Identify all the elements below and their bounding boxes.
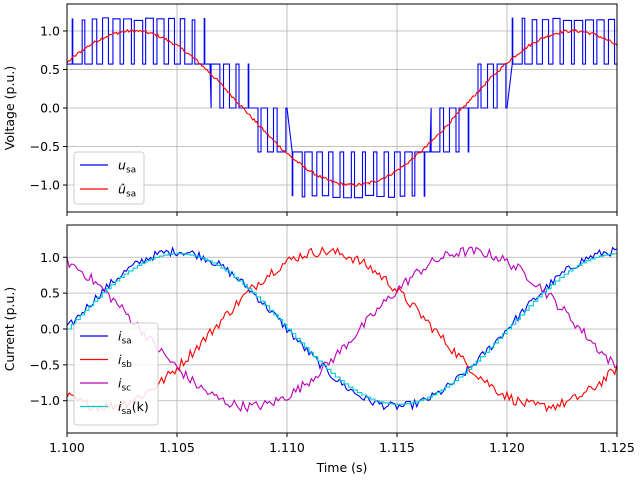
voltage-legend: usa ûsa (73, 151, 145, 205)
x-tick-label: 1.120 (489, 440, 525, 455)
y-tick-label: 1.0 (40, 23, 60, 38)
current-ticks: 1.100 1.105 1.110 1.115 1.120 1.125 −1.0 −0.5 0.… (30, 250, 635, 455)
y-tick-label: −0.5 (30, 357, 60, 372)
legend-entry: isa(k) (118, 399, 149, 417)
legend-entry: isb (118, 352, 132, 370)
y-tick-label: 0.5 (40, 62, 60, 77)
y-tick-label: 0.5 (40, 286, 60, 301)
y-tick-label: −0.5 (30, 139, 60, 154)
voltage-grid (66, 4, 618, 212)
series-line--sa (67, 28, 617, 187)
legend-box (73, 322, 159, 426)
x-tick-label: 1.125 (599, 440, 635, 455)
legend-entry: ûsa (118, 182, 136, 200)
voltage-ticks: −1.0 −0.5 0.0 0.5 1.0 (30, 23, 618, 216)
y-tick-label: 0.0 (40, 101, 60, 116)
voltage-series (67, 17, 617, 199)
x-tick-label: 1.105 (159, 440, 195, 455)
series-line-i-sa-k (67, 253, 617, 405)
x-axis-label: Time (s) (316, 460, 368, 475)
x-tick-label: 1.110 (269, 440, 305, 455)
y-tick-label: −1.0 (30, 178, 60, 193)
y-tick-label: −1.0 (30, 393, 60, 408)
current-series (67, 246, 617, 413)
series-line-i-sb (67, 246, 617, 413)
x-tick-label: 1.115 (379, 440, 415, 455)
x-tick-label: 1.100 (49, 440, 85, 455)
legend-entry: isc (118, 376, 131, 394)
y-tick-label: 0.0 (40, 322, 60, 337)
legend-entry: usa (118, 158, 136, 176)
voltage-y-axis-label: Voltage (p.u.) (2, 66, 17, 150)
series-line-i-sc (67, 246, 617, 413)
current-legend: isa isb isc isa(k) (73, 322, 159, 426)
voltage-panel: −1.0 −0.5 0.0 0.5 1.0 Voltage (p.u.) usa ûsa (2, 3, 618, 216)
current-panel: 1.100 1.105 1.110 1.115 1.120 1.125 −1.0 −0.5 0.… (2, 224, 635, 475)
legend-entry: isa (118, 329, 132, 347)
y-tick-label: 1.0 (40, 250, 60, 265)
series-line-u-sa (67, 17, 617, 199)
current-y-axis-label: Current (p.u.) (2, 287, 17, 371)
